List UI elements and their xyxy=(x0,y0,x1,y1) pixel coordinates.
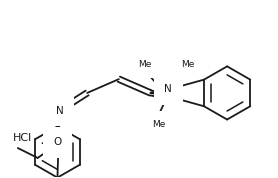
Text: HCl: HCl xyxy=(13,133,32,143)
Text: Me: Me xyxy=(152,121,165,129)
Text: N: N xyxy=(165,85,172,95)
Text: Me: Me xyxy=(182,60,195,69)
Text: O: O xyxy=(53,137,61,147)
Text: N: N xyxy=(56,106,63,116)
Text: Me: Me xyxy=(138,60,151,69)
